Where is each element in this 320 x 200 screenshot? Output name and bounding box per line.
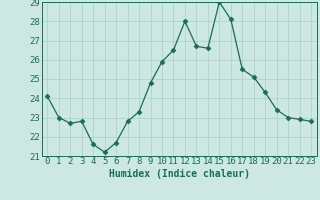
X-axis label: Humidex (Indice chaleur): Humidex (Indice chaleur): [109, 169, 250, 179]
